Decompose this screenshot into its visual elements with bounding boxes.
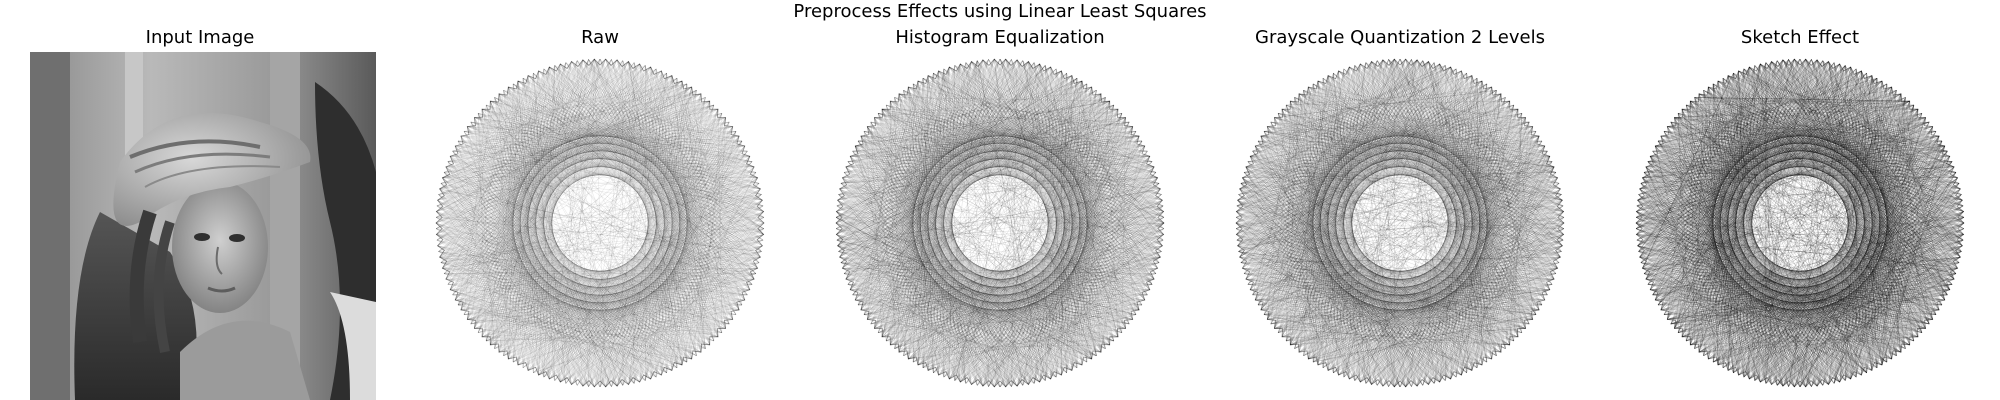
panel-title-raw: Raw <box>581 27 619 48</box>
panel-raw: Raw <box>410 26 790 400</box>
thread-lines <box>435 58 765 388</box>
string-art-sketch-effect <box>1635 58 1965 388</box>
panel-input-image: Input Image <box>10 26 390 400</box>
panel-histogram-equalization: Histogram Equalization <box>810 26 1190 400</box>
nail-rim <box>435 58 765 388</box>
thread-lines <box>835 58 1165 388</box>
figure-title: Preprocess Effects using Linear Least Sq… <box>793 1 1207 22</box>
string-art-histogram-equalization <box>835 58 1165 388</box>
thread-lines <box>1635 58 1965 388</box>
string-art-grayscale-quantization <box>1235 58 1565 388</box>
panel-title-sketch-effect: Sketch Effect <box>1740 27 1860 48</box>
string-art-raw <box>435 58 765 388</box>
panel-grayscale-quantization: Grayscale Quantization 2 Levels <box>1210 26 1590 400</box>
thread-lines <box>1235 58 1565 388</box>
input-image <box>30 52 376 400</box>
nail-rim <box>835 58 1165 388</box>
panel-title-grayscale-quantization: Grayscale Quantization 2 Levels <box>1255 27 1545 48</box>
nail-rim <box>1235 58 1565 388</box>
nail-rim <box>1635 58 1965 388</box>
panel-title-input-image: Input Image <box>145 27 255 48</box>
panel-title-histogram-equalization: Histogram Equalization <box>895 27 1105 48</box>
panel-sketch-effect: Sketch Effect <box>1610 26 1990 400</box>
